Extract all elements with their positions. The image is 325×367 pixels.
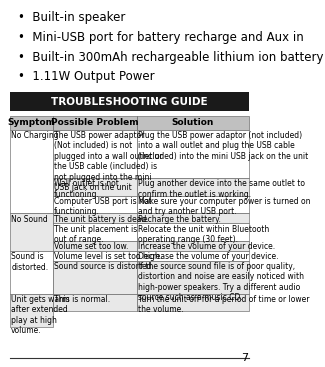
FancyBboxPatch shape bbox=[53, 196, 136, 213]
FancyBboxPatch shape bbox=[136, 116, 249, 130]
Text: Computer USB port is not
functioning.: Computer USB port is not functioning. bbox=[54, 197, 152, 217]
FancyBboxPatch shape bbox=[10, 116, 53, 130]
Text: The USB power adaptor
(Not included) is not
plugged into a wall outlet or
the US: The USB power adaptor (Not included) is … bbox=[54, 131, 163, 192]
FancyBboxPatch shape bbox=[136, 223, 249, 241]
Text: Sound source is distorted.: Sound source is distorted. bbox=[54, 262, 154, 271]
Text: Wall outlet is not
functioning.: Wall outlet is not functioning. bbox=[54, 179, 119, 199]
Text: Volume level is set too high.: Volume level is set too high. bbox=[54, 252, 162, 261]
Text: •  1.11W Output Power: • 1.11W Output Power bbox=[18, 70, 154, 83]
Text: TROUBLESHOOTING GUIDE: TROUBLESHOOTING GUIDE bbox=[51, 97, 208, 107]
FancyBboxPatch shape bbox=[53, 261, 136, 294]
Text: Decrease the volume of your device.: Decrease the volume of your device. bbox=[137, 252, 278, 261]
FancyBboxPatch shape bbox=[53, 241, 136, 251]
Text: 7: 7 bbox=[241, 353, 249, 363]
Text: •  Mini-USB port for battery recharge and Aux in: • Mini-USB port for battery recharge and… bbox=[18, 31, 304, 44]
FancyBboxPatch shape bbox=[10, 294, 53, 327]
Text: No Sound: No Sound bbox=[11, 215, 48, 224]
Text: If the source sound file is of poor quality,
distortion and noise are easily not: If the source sound file is of poor qual… bbox=[137, 262, 304, 302]
Text: Plug the USB power adaptor (not included)
into a wall outlet and plug the USB ca: Plug the USB power adaptor (not included… bbox=[137, 131, 308, 161]
FancyBboxPatch shape bbox=[53, 251, 136, 261]
FancyBboxPatch shape bbox=[10, 251, 53, 294]
Text: Sound is
distorted.: Sound is distorted. bbox=[11, 252, 48, 272]
Text: Recharge the battery.: Recharge the battery. bbox=[137, 215, 220, 224]
Text: This is normal.: This is normal. bbox=[54, 295, 110, 304]
Text: Increase the volume of your device.: Increase the volume of your device. bbox=[137, 242, 275, 251]
Text: Solution: Solution bbox=[171, 118, 214, 127]
FancyBboxPatch shape bbox=[10, 130, 53, 213]
FancyBboxPatch shape bbox=[53, 178, 136, 196]
Text: Volume set too low.: Volume set too low. bbox=[54, 242, 128, 251]
Text: No Charging: No Charging bbox=[11, 131, 59, 140]
FancyBboxPatch shape bbox=[136, 213, 249, 223]
Text: Make sure your computer power is turned on
and try another USB port.: Make sure your computer power is turned … bbox=[137, 197, 310, 217]
FancyBboxPatch shape bbox=[53, 213, 136, 223]
FancyBboxPatch shape bbox=[10, 92, 249, 111]
Text: The unit placement is
out of range.: The unit placement is out of range. bbox=[54, 225, 137, 244]
FancyBboxPatch shape bbox=[10, 213, 53, 251]
Text: Possible Problem: Possible Problem bbox=[51, 118, 139, 127]
Text: Symptom: Symptom bbox=[7, 118, 56, 127]
FancyBboxPatch shape bbox=[136, 178, 249, 196]
FancyBboxPatch shape bbox=[136, 294, 249, 311]
FancyBboxPatch shape bbox=[136, 261, 249, 294]
Text: •  Built-in 300mAh rechargeable lithium ion battery: • Built-in 300mAh rechargeable lithium i… bbox=[18, 51, 323, 63]
Text: Unit gets warm
after extended
play at high
volume.: Unit gets warm after extended play at hi… bbox=[11, 295, 70, 335]
FancyBboxPatch shape bbox=[53, 116, 136, 130]
FancyBboxPatch shape bbox=[136, 130, 249, 178]
FancyBboxPatch shape bbox=[53, 294, 136, 311]
FancyBboxPatch shape bbox=[53, 130, 136, 178]
Text: Plug another device into the same outlet to
confirm the outlet is working.: Plug another device into the same outlet… bbox=[137, 179, 305, 199]
FancyBboxPatch shape bbox=[136, 251, 249, 261]
Text: •  Built-in speaker: • Built-in speaker bbox=[18, 11, 125, 24]
Text: Turn the unit off for a period of time or lower
the volume.: Turn the unit off for a period of time o… bbox=[137, 295, 309, 315]
Text: Relocate the unit within Bluetooth
operating range (30 feet).: Relocate the unit within Bluetooth opera… bbox=[137, 225, 269, 244]
FancyBboxPatch shape bbox=[53, 223, 136, 241]
FancyBboxPatch shape bbox=[136, 196, 249, 213]
Text: The unit battery is dead.: The unit battery is dead. bbox=[54, 215, 149, 224]
FancyBboxPatch shape bbox=[136, 241, 249, 251]
